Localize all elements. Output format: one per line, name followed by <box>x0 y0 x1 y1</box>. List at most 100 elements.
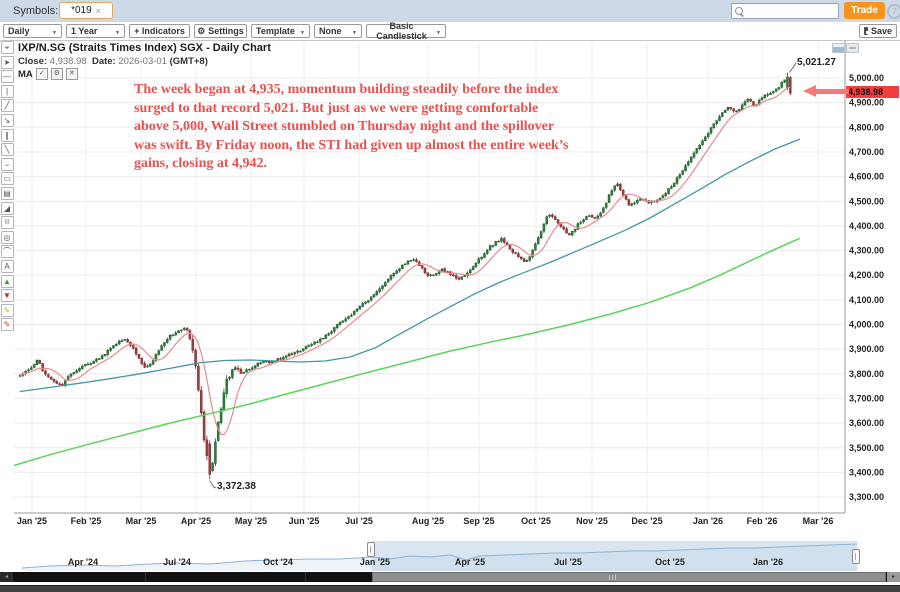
grid: 5,000.00 4,900.00 4,800.00 4,700.00 4,600.00… <box>14 40 884 526</box>
svg-text:Apr '24: Apr '24 <box>68 557 98 567</box>
caret-down-icon <box>348 26 357 36</box>
scrollbar-separator <box>145 572 146 582</box>
save-button[interactable]: Save <box>859 24 897 38</box>
ma-long-line <box>13 237 801 467</box>
settings-button[interactable]: Settings <box>194 24 247 38</box>
ma-medium-line <box>19 138 801 393</box>
scrollbar-right-button[interactable]: ▸ <box>887 572 900 582</box>
tool-arrow-line-button[interactable]: ↘ <box>0 113 14 127</box>
ma-settings-icon[interactable]: ⚙ <box>50 68 63 80</box>
svg-text:3,600.00: 3,600.00 <box>849 418 884 428</box>
tool-arrow-up-marker-button[interactable]: ▲ <box>0 274 14 288</box>
template-label: Template <box>256 26 295 36</box>
svg-text:5,000.00: 5,000.00 <box>849 73 884 83</box>
analyst-note[interactable]: The week began at 4,935, momentum buildi… <box>134 81 624 174</box>
tool-ellipse-button[interactable]: ◎ <box>0 230 14 244</box>
annotation-arrow[interactable] <box>803 85 852 98</box>
record-high-callout-line <box>789 62 797 73</box>
arrow-shaft <box>815 89 849 94</box>
help-icon[interactable]: ? <box>887 4 900 19</box>
scrollbar-separator <box>305 572 306 582</box>
template-value-label: None <box>319 26 342 36</box>
chart-toolbar: Daily 1 Year + Indicators Settings Templ… <box>0 21 900 41</box>
svg-text:3,400.00: 3,400.00 <box>849 467 884 477</box>
tool-arc-button[interactable]: ⌣ <box>0 157 14 171</box>
scrollbar-thumb[interactable] <box>372 572 886 582</box>
tool-vertical-line-button[interactable]: | <box>0 84 14 98</box>
svg-text:Oct '24: Oct '24 <box>263 557 293 567</box>
svg-text:Nov '25: Nov '25 <box>576 516 608 526</box>
search-box[interactable] <box>731 3 839 19</box>
svg-text:3,500.00: 3,500.00 <box>849 443 884 453</box>
svg-text:4,100.00: 4,100.00 <box>849 295 884 305</box>
range-dropdown[interactable]: 1 Year <box>66 24 125 38</box>
print-icon[interactable] <box>846 43 859 53</box>
tool-brush-button[interactable]: ✎ <box>0 318 14 332</box>
svg-text:4,200.00: 4,200.00 <box>849 270 884 280</box>
tab-close-icon[interactable]: × <box>95 5 101 16</box>
thumb-grip-icon <box>609 575 610 580</box>
interval-dropdown[interactable]: Daily <box>3 24 62 38</box>
drawing-toolbar: ⌖ ➤ — | ╱ ↘ ∥ ╲ ⌣ ▭ ▤ ◢ ||| ◎ ⌒ A ▲ ▼ ✎ ✎ <box>0 41 14 333</box>
tool-line-segment-button[interactable]: ╲ <box>0 143 14 157</box>
snapshot-icon[interactable] <box>832 43 845 53</box>
timezone-label: (GMT+8) <box>169 56 208 67</box>
note-line: The week began at 4,935, momentum buildi… <box>134 82 559 97</box>
chart-type-dropdown[interactable]: Basic Candlestick <box>366 21 446 41</box>
trade-button[interactable]: Trade <box>844 2 885 19</box>
gear-icon <box>197 26 208 37</box>
caret-down-icon <box>111 26 120 36</box>
tool-pitchfork-button[interactable]: ⌒ <box>0 245 14 259</box>
svg-text:Apr '25: Apr '25 <box>181 516 211 526</box>
tool-highlighter-button[interactable]: ✎ <box>0 303 14 317</box>
navigator-left-handle[interactable] <box>367 542 375 557</box>
svg-text:Feb '26: Feb '26 <box>747 516 778 526</box>
navigator-right-handle[interactable] <box>852 549 860 564</box>
scrollbar-left-button[interactable]: ◂ <box>0 572 13 582</box>
ma-checkbox[interactable]: ✓ <box>35 68 48 80</box>
template-dropdown[interactable]: Template <box>251 24 310 38</box>
svg-text:Apr '25: Apr '25 <box>455 557 485 567</box>
svg-text:3,800.00: 3,800.00 <box>849 369 884 379</box>
indicators-button[interactable]: + Indicators <box>129 24 190 38</box>
svg-text:4,000.00: 4,000.00 <box>849 320 884 330</box>
svg-text:3,700.00: 3,700.00 <box>849 393 884 403</box>
note-line: above 5,000, Wall Street stumbled on Thu… <box>134 119 555 135</box>
svg-text:Dec '25: Dec '25 <box>631 516 662 526</box>
tool-parallel-channel-button[interactable]: ∥ <box>0 128 14 142</box>
svg-text:Jan '26: Jan '26 <box>753 557 783 567</box>
navigator[interactable]: Apr '24 Jul '24 Oct '24 Jan '25 Apr '25 Jul '… <box>0 540 900 572</box>
last-price-tag: 4,938.98 <box>846 86 899 98</box>
tool-fib-time-zones-button[interactable]: ||| <box>0 216 14 230</box>
date-value: 2026-03-01 <box>118 56 167 67</box>
svg-text:Jun '25: Jun '25 <box>289 516 320 526</box>
svg-text:3,300.00: 3,300.00 <box>849 492 884 502</box>
symbol-tab[interactable]: *019 × <box>59 2 113 19</box>
tool-pointer-button[interactable]: ➤ <box>0 55 14 69</box>
record-high-label: 5,021.27 <box>797 57 836 68</box>
tool-fib-retracement-button[interactable]: ▤ <box>0 186 14 200</box>
tool-text-button[interactable]: A <box>0 259 14 273</box>
svg-text:Jul '25: Jul '25 <box>554 557 582 567</box>
tool-horizontal-line-button[interactable]: — <box>0 70 14 84</box>
price-chart[interactable]: 5,000.00 4,900.00 4,800.00 4,700.00 4,600.00… <box>0 40 900 540</box>
symbol-tab-label: *019 <box>71 5 92 16</box>
svg-text:Jan '26: Jan '26 <box>693 516 723 526</box>
save-icon <box>864 27 870 35</box>
ma-remove-icon[interactable]: ✕ <box>65 68 78 80</box>
svg-text:4,300.00: 4,300.00 <box>849 246 884 256</box>
svg-text:Aug '25: Aug '25 <box>412 516 444 526</box>
template-value-dropdown[interactable]: None <box>314 24 362 38</box>
period-low-callout-line <box>209 480 217 489</box>
close-value: 4,938.98 <box>49 56 87 67</box>
search-input[interactable] <box>743 4 838 18</box>
tool-crosshair-button[interactable]: ⌖ <box>0 41 14 54</box>
window-bottom-bar <box>0 585 900 592</box>
tool-rectangle-button[interactable]: ▭ <box>0 172 14 186</box>
tool-arrow-down-marker-button[interactable]: ▼ <box>0 289 14 303</box>
tool-trend-line-button[interactable]: ╱ <box>0 99 14 113</box>
tool-gann-fan-button[interactable]: ◢ <box>0 201 14 215</box>
search-icon <box>735 7 743 15</box>
settings-label: Settings <box>208 26 244 36</box>
